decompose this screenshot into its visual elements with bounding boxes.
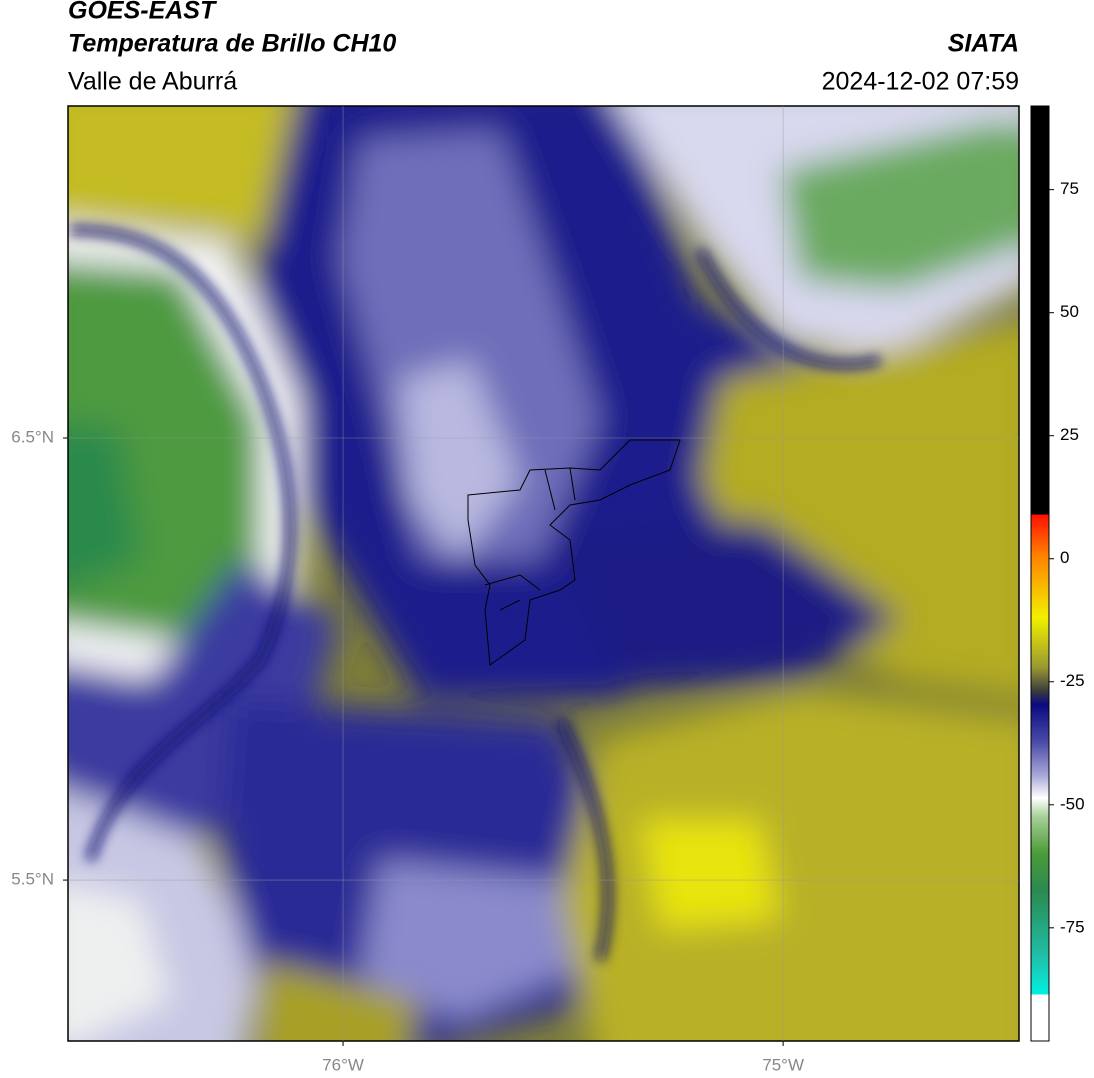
colorbar-tick-label: -75: [1060, 917, 1085, 936]
axes: 5.5°N 6.5°N 76°W 75°W -75 -50 -25 0 25 50 75: [11, 106, 1085, 1074]
datetime: 2024-12-02 07:59: [822, 68, 1019, 96]
colorbar-tick-label: -50: [1060, 794, 1085, 813]
map-frame: [67, 105, 1020, 1042]
subtitle: Temperatura de Brillo CH10: [68, 30, 396, 58]
title: GOES-EAST: [68, 0, 218, 25]
lon-tick-label: 76°W: [322, 1055, 364, 1074]
lon-tick-label: 75°W: [762, 1055, 804, 1074]
colorbar-tick-label: 50: [1060, 302, 1079, 321]
region: Valle de Aburrá: [68, 68, 237, 96]
source: SIATA: [948, 30, 1019, 58]
lat-tick-label: 6.5°N: [11, 427, 54, 446]
lat-tick-label: 5.5°N: [11, 870, 54, 889]
boundaries: [467, 439, 681, 666]
colorbar-tick-label: 0: [1060, 548, 1069, 567]
colorbar-tick-label: 75: [1060, 179, 1079, 198]
colorbar: [1030, 105, 1050, 1042]
colorbar-tick-label: 25: [1060, 425, 1079, 444]
imagery: [68, 106, 1019, 1041]
colorbar-tick-label: -25: [1060, 671, 1085, 690]
